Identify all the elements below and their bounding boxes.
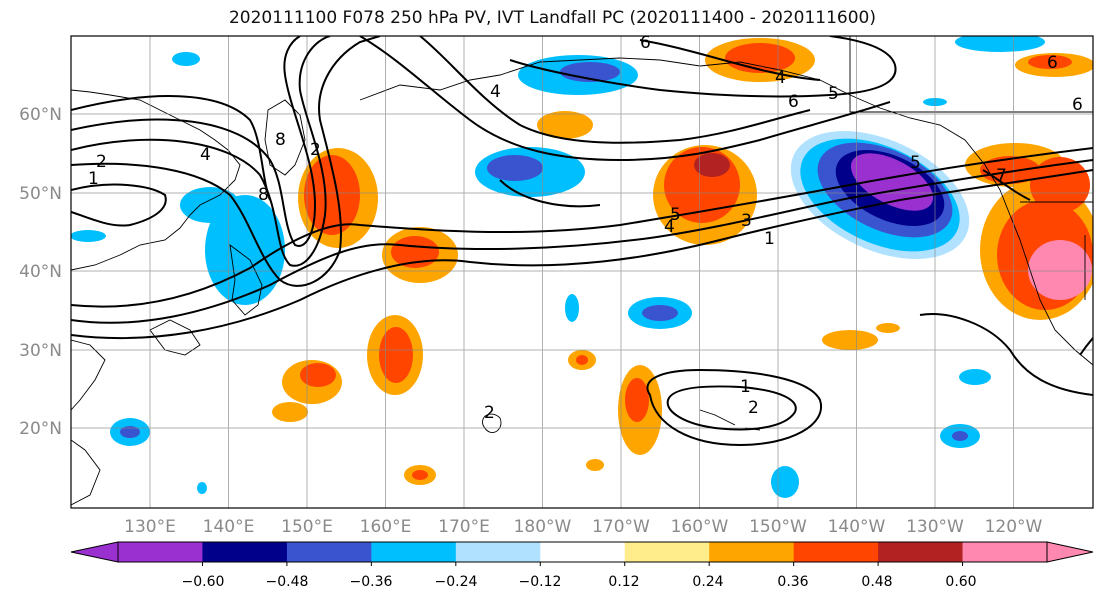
contour-label: 4 [200, 145, 211, 165]
lat-label: 30°N [19, 341, 62, 361]
colorbar-frame [117, 541, 1048, 563]
gridlines [71, 36, 1093, 508]
colorbar-swatch [118, 542, 203, 562]
colorbar-swatch [286, 542, 372, 562]
colorbar-swatch [455, 542, 541, 562]
lat-label: 60°N [19, 105, 62, 125]
longitude-labels: 130°E 140°E 150°E 160°E 170°E 180°W 170°… [124, 517, 1042, 537]
colorbar-swatch [878, 542, 964, 562]
contour-label: 1 [740, 377, 751, 397]
contour-label: 1 [88, 169, 99, 189]
lon-label: 120°W [985, 517, 1043, 537]
contour-label: 1 [764, 229, 775, 249]
contour-label: 3 [741, 211, 752, 231]
pv-contours [71, 36, 1093, 447]
lon-label: 170°E [438, 517, 490, 537]
colorbar-swatch [202, 542, 288, 562]
lon-label: 140°E [203, 517, 255, 537]
latitude-labels: 60°N 50°N 40°N 30°N 20°N [19, 105, 62, 439]
lat-label: 50°N [19, 184, 62, 204]
contour-label: 6 [1072, 95, 1083, 115]
colorbar-tick-labels: −0.60 −0.48 −0.36 −0.24 −0.12 0.12 0.24 … [182, 574, 977, 590]
colorbar-tick-label: −0.12 [519, 574, 562, 590]
colorbar-swatch [540, 542, 626, 562]
colorbar-swatch [709, 542, 795, 562]
contour-label: 8 [275, 130, 286, 150]
colorbar-extend-high [1046, 541, 1094, 563]
lat-label: 40°N [19, 262, 62, 282]
contour-label: 2 [310, 140, 321, 160]
lon-label: 160°W [671, 517, 729, 537]
colorbar-tick-label: −0.60 [182, 574, 225, 590]
colorbar-swatch [624, 542, 710, 562]
colorbar-swatch [962, 542, 1048, 562]
contour-label: 4 [490, 82, 501, 102]
map-panel: 2 1 6 4 5 6 5 6 4 5 3 4 1 8 8 4 2 1 2 7 … [71, 33, 1093, 508]
colorbar-tick-label: 0.12 [608, 574, 639, 590]
colorbar [70, 541, 1094, 566]
contour-label: 7 [996, 166, 1007, 186]
lon-label: 170°W [592, 517, 650, 537]
contour-label: 2 [748, 398, 759, 418]
map-title: 2020111100 F078 250 hPa PV, IVT Landfall… [228, 8, 876, 28]
lon-label: 130°E [124, 517, 176, 537]
colorbar-tick-label: 0.48 [861, 574, 892, 590]
shaded-field [71, 36, 1093, 498]
colorbar-swatch [371, 542, 457, 562]
lon-label: 150°W [749, 517, 807, 537]
lon-label: 140°W [828, 517, 886, 537]
contour-label: 6 [640, 33, 651, 53]
colorbar-tick-label: 0.60 [945, 574, 976, 590]
lon-label: 130°W [906, 517, 964, 537]
lat-label: 20°N [19, 419, 62, 439]
contour-label: 5 [670, 205, 681, 225]
contour-label: 5 [828, 84, 839, 104]
contour-label: 6 [788, 92, 799, 112]
coastlines [71, 36, 1093, 506]
lon-label: 150°E [281, 517, 333, 537]
contour-label: 5 [910, 153, 921, 173]
lon-label: 160°E [360, 517, 412, 537]
lon-label: 180°W [514, 517, 572, 537]
contour-label: 4 [775, 68, 786, 88]
colorbar-swatch [793, 542, 879, 562]
colorbar-tick-label: −0.24 [435, 574, 478, 590]
colorbar-tick-label: 0.36 [777, 574, 808, 590]
colorbar-tick-label: −0.36 [350, 574, 393, 590]
contour-label: 2 [484, 403, 495, 423]
contour-label: 4 [664, 217, 675, 237]
colorbar-tick-label: 0.24 [692, 574, 723, 590]
colorbar-tick-label: −0.48 [266, 574, 309, 590]
contour-labels: 2 1 6 4 5 6 5 6 4 5 3 4 1 8 8 4 2 1 2 7 … [88, 33, 1083, 423]
contour-label: 6 [1047, 53, 1058, 73]
map-frame [70, 35, 1094, 509]
contour-label: 2 [96, 152, 107, 172]
colorbar-extend-low [70, 541, 119, 563]
contour-label: 8 [258, 185, 269, 205]
